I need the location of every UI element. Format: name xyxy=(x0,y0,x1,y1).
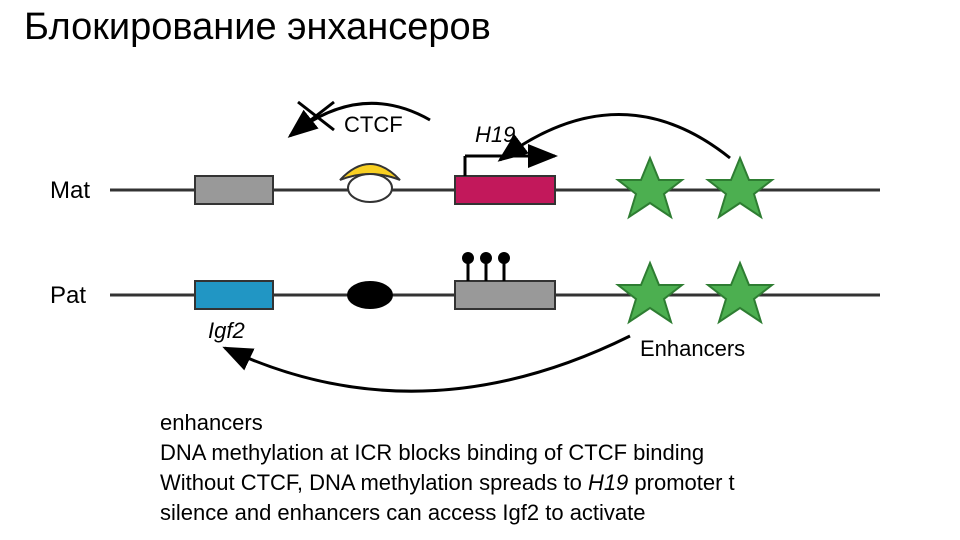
pat-label: Pat xyxy=(50,282,86,309)
ctcf-label: CTCF xyxy=(344,112,403,137)
block-x-icon xyxy=(298,102,334,130)
pat-igf2-box xyxy=(195,281,273,309)
pat-h19-box xyxy=(455,281,555,309)
page-title: Блокирование энхансеров xyxy=(24,6,491,49)
pat-icr-oval xyxy=(348,282,392,308)
pat-enhancer-arrow xyxy=(225,336,630,391)
methylation-marks xyxy=(462,252,510,281)
ctcf-complex xyxy=(340,164,400,202)
mat-label: Mat xyxy=(50,177,90,204)
h19-label: H19 xyxy=(475,122,515,147)
caption-line-1: DNA methylation at ICR blocks binding of… xyxy=(160,440,704,465)
igf2-label: Igf2 xyxy=(208,318,245,343)
mat-enhancer-star-2 xyxy=(708,158,772,217)
mat-h19-box xyxy=(455,176,555,204)
pat-enhancer-star-2 xyxy=(708,263,772,322)
caption-line-2: Without CTCF, DNA methylation spreads to… xyxy=(160,470,735,495)
caption-line-3: silence and enhancers can access Igf2 to… xyxy=(160,500,646,525)
enhancer-diagram: Mat CTCF H19 Pat Igf2 xyxy=(0,60,960,540)
mat-igf2-box xyxy=(195,176,273,204)
mat-enhancer-arrow xyxy=(500,114,730,160)
mat-enhancer-star-1 xyxy=(618,158,682,217)
enhancers-label: Enhancers xyxy=(640,336,745,361)
caption-enhancers: enhancers xyxy=(160,410,263,435)
pat-enhancer-star-1 xyxy=(618,263,682,322)
